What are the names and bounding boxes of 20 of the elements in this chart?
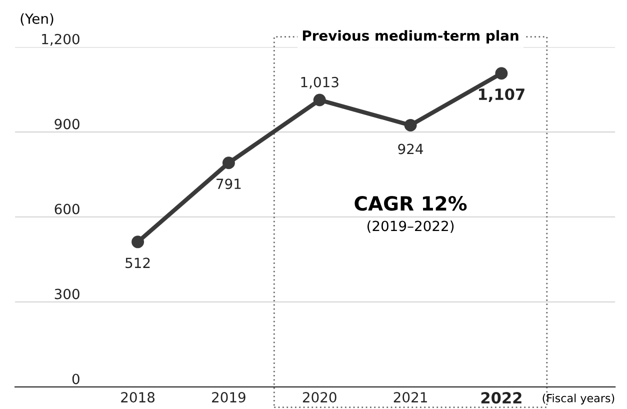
text: Previous medium-term plan (302, 30, 518, 44)
annotation: CAGR 12% (354, 196, 467, 211)
text: 791 (216, 178, 241, 190)
x-axis-title: (Fiscal years) (542, 394, 614, 404)
x-tick-label: 2021 (394, 392, 427, 403)
annotation: (2019–2022) (367, 220, 454, 233)
y-axis-title: (Yen) (20, 13, 54, 26)
x-tick-label: 2020 (302, 392, 336, 403)
text: 1,013 (301, 76, 338, 89)
y-tick-label: 0 (72, 374, 80, 384)
x-tick-label: 2019 (212, 392, 246, 403)
y-tick-label: 1,200 (42, 34, 80, 46)
x-tick-label: 2018 (121, 392, 155, 403)
text: 512 (126, 258, 150, 268)
y-tick-label: 600 (54, 204, 80, 214)
text: 924 (398, 144, 424, 154)
text: 1,107 (479, 88, 524, 102)
y-tick-label: 900 (54, 118, 80, 130)
x-tick-label: 2022 (481, 392, 522, 404)
y-tick-label: 300 (54, 288, 80, 300)
